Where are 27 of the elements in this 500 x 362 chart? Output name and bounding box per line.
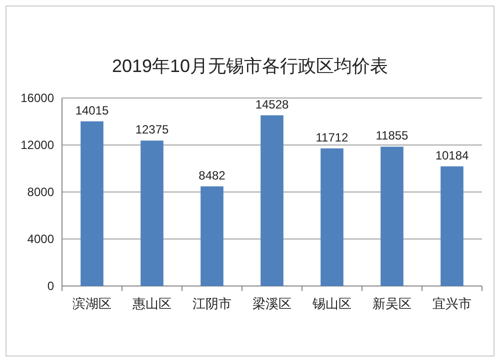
x-tick-label: 新吴区 [372, 296, 412, 311]
bar [200, 186, 224, 286]
y-tick-label: 12000 [20, 138, 54, 152]
data-label: 10184 [435, 148, 470, 162]
x-tick-label: 宜兴市 [432, 296, 472, 311]
y-tick-label: 16000 [20, 91, 54, 105]
data-label: 11712 [316, 130, 349, 144]
y-tick-label: 4000 [27, 232, 54, 246]
bar [320, 148, 344, 286]
data-label: 11855 [376, 128, 409, 143]
x-tick-label: 锡山区 [312, 296, 352, 311]
bar [80, 121, 104, 286]
data-label: 14528 [255, 97, 290, 112]
y-tick-label: 8000 [27, 185, 54, 199]
y-tick-label: 0 [47, 279, 54, 293]
x-tick-label: 惠山区 [132, 296, 172, 311]
bar [260, 115, 284, 286]
x-tick-label: 滨湖区 [72, 296, 112, 311]
chart-title: 2019年10月无锡市各行政区均价表 [112, 56, 388, 76]
x-tick-label: 江阴市 [192, 296, 232, 311]
data-label: 8482 [198, 168, 226, 182]
bar [380, 146, 404, 286]
data-label: 12375 [135, 122, 170, 137]
bar [140, 140, 164, 286]
x-tick-label: 梁溪区 [252, 296, 292, 311]
bar [440, 166, 464, 286]
data-label: 14015 [75, 103, 110, 118]
